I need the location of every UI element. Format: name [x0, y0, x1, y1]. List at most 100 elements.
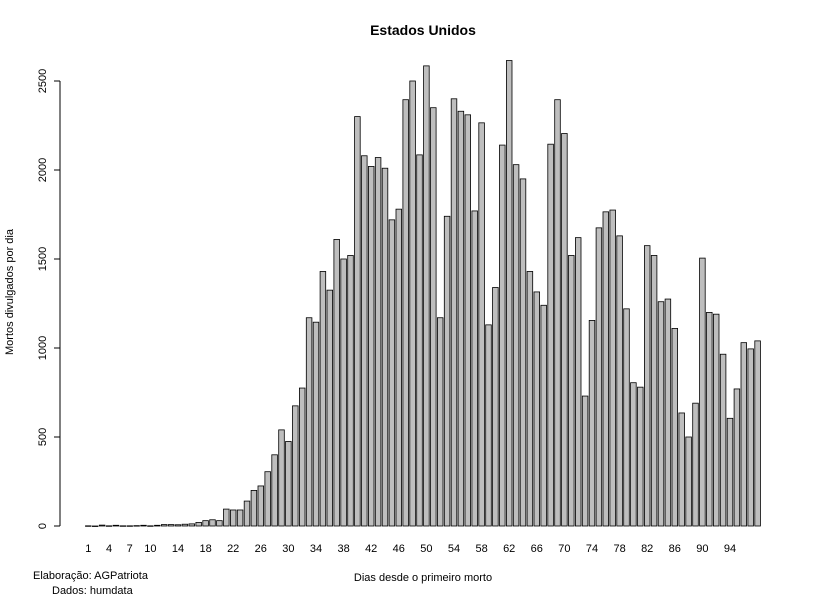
bar-day-50 [423, 65, 430, 527]
x-tick-label: 78 [613, 543, 625, 555]
bar-day-58 [478, 122, 485, 527]
bar-day-74 [588, 320, 596, 527]
bar-day-4 [105, 525, 113, 527]
bar-day-23 [236, 509, 244, 527]
bar-day-72 [575, 237, 582, 527]
x-tick-label: 4 [106, 543, 112, 555]
x-tick-label: 74 [586, 543, 598, 555]
bar-day-24 [243, 500, 251, 527]
bar-day-97 [747, 348, 754, 527]
bar-day-49 [416, 154, 423, 527]
bar-day-56 [464, 114, 471, 527]
bar-day-27 [264, 471, 271, 527]
bar-day-73 [581, 395, 589, 527]
bar-day-44 [381, 167, 389, 527]
bar-day-62 [505, 60, 513, 527]
x-tick-label: 54 [448, 543, 460, 555]
bar-day-26 [257, 485, 264, 527]
bar-day-35 [319, 271, 327, 527]
x-tick-label: 46 [393, 543, 405, 555]
x-tick-label: 30 [282, 543, 294, 555]
bar-day-22 [229, 509, 237, 527]
bar-day-43 [374, 157, 382, 527]
bar-day-19 [209, 519, 216, 527]
bar-day-5 [112, 524, 120, 527]
bar-day-98 [754, 340, 761, 527]
y-axis: 0 500 1000 1500 2000 2500 [37, 69, 61, 529]
bar-day-51 [430, 107, 437, 527]
bar-day-29 [278, 429, 285, 527]
bar-day-86 [671, 328, 678, 527]
bar-day-83 [650, 255, 658, 527]
bar-day-18 [202, 520, 209, 527]
bars-group [85, 60, 761, 527]
bar-day-32 [298, 387, 306, 527]
bar-day-10 [147, 525, 154, 527]
bar-day-94 [726, 417, 734, 527]
bar-day-40 [354, 116, 361, 527]
x-tick-label: 18 [199, 543, 211, 555]
bar-day-76 [602, 211, 609, 527]
bar-day-95 [733, 388, 741, 527]
bar-day-14 [174, 524, 182, 527]
bar-day-38 [340, 258, 347, 527]
x-tick-label: 14 [172, 543, 184, 555]
bar-day-42 [367, 166, 375, 527]
source-credit: Dados: humdata [52, 585, 133, 597]
bar-day-20 [216, 520, 223, 527]
bar-day-64 [519, 178, 527, 527]
bar-day-57 [471, 210, 478, 527]
y-tick-label: 500 [37, 428, 49, 446]
bar-day-68 [547, 143, 554, 527]
x-tick-label: 70 [558, 543, 570, 555]
bar-day-7 [126, 525, 133, 527]
y-tick-label: 1500 [37, 247, 49, 271]
bar-day-21 [223, 508, 230, 527]
bar-day-75 [595, 227, 603, 527]
bar-day-47 [402, 99, 409, 527]
y-tick-label: 0 [37, 523, 49, 529]
x-tick-label: 94 [724, 543, 736, 555]
bar-day-61 [499, 144, 506, 527]
bar-day-45 [388, 219, 396, 527]
bar-day-54 [450, 98, 458, 527]
bar-day-71 [568, 255, 575, 527]
bar-day-81 [637, 386, 644, 527]
bar-day-17 [195, 522, 202, 527]
bar-day-37 [333, 239, 340, 527]
bar-day-55 [457, 110, 465, 527]
bar-day-67 [540, 304, 547, 527]
y-tick-label: 1000 [37, 336, 49, 360]
bar-day-92 [713, 313, 720, 527]
bar-day-28 [271, 454, 278, 527]
bar-day-60 [492, 287, 499, 527]
bar-day-59 [485, 324, 492, 527]
bar-day-9 [140, 524, 147, 527]
bar-day-63 [512, 164, 520, 527]
x-tick-label: 58 [475, 543, 487, 555]
x-tick-label: 26 [255, 543, 267, 555]
bar-day-8 [133, 525, 140, 527]
bar-day-11 [154, 524, 161, 527]
bar-day-79 [623, 308, 630, 527]
bar-day-33 [305, 317, 313, 527]
bar-day-70 [561, 133, 568, 527]
bar-day-15 [181, 523, 189, 527]
bar-day-89 [692, 402, 699, 527]
bar-day-2 [92, 525, 99, 527]
bar-day-12 [160, 524, 168, 527]
bar-day-82 [644, 245, 651, 527]
y-axis-label: Mortos divulgados por dia [4, 228, 16, 355]
bar-day-85 [664, 298, 672, 527]
x-tick-label: 86 [669, 543, 681, 555]
y-tick-label: 2500 [37, 69, 49, 93]
bar-day-52 [436, 317, 444, 527]
y-tick-label: 2000 [37, 158, 49, 182]
bar-day-1 [85, 525, 92, 527]
author-credit: Elaboração: AGPatriota [33, 570, 148, 582]
bar-day-41 [361, 155, 368, 527]
bar-day-31 [292, 405, 299, 527]
bar-day-46 [395, 208, 402, 527]
bar-day-13 [167, 524, 175, 527]
